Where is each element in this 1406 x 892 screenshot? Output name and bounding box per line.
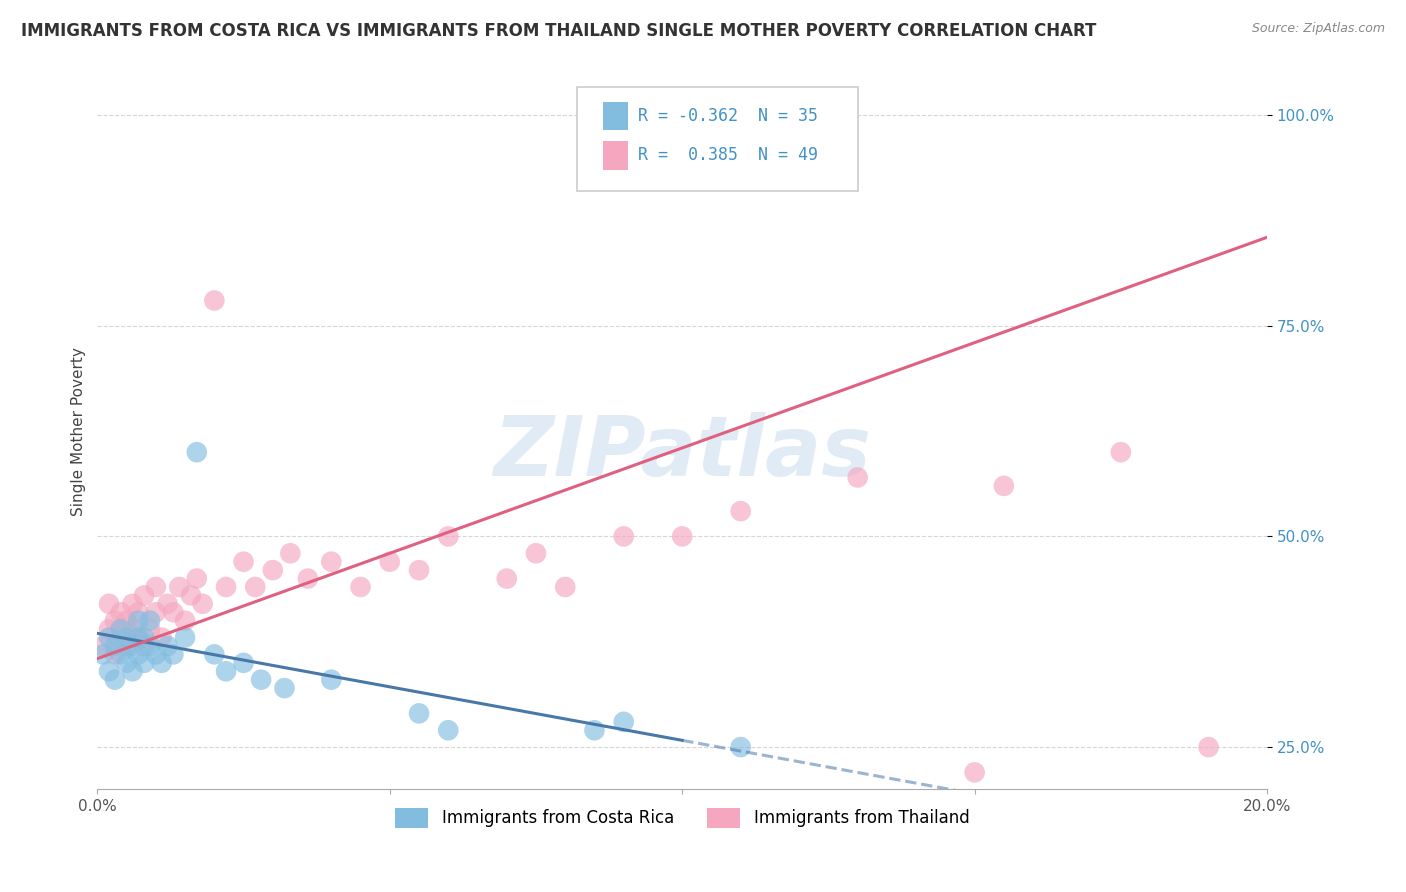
Text: R =  0.385  N = 49: R = 0.385 N = 49 (638, 146, 818, 164)
Point (121, 639, 143, 653)
Point (139, 639, 162, 653)
Point (321, 555, 343, 569)
Point (846, 470, 869, 484)
Point (963, 765, 986, 780)
FancyBboxPatch shape (603, 141, 628, 169)
Point (134, 631, 156, 645)
Point (349, 580, 371, 594)
Point (180, 589, 202, 603)
FancyBboxPatch shape (576, 87, 858, 191)
Point (174, 631, 197, 645)
Point (115, 631, 138, 645)
Point (1109, 445, 1132, 459)
Point (134, 589, 156, 603)
Point (91, 648, 114, 662)
Text: ZIPatlas: ZIPatlas (494, 412, 872, 493)
Point (104, 614, 127, 628)
Point (437, 723, 460, 738)
Point (104, 673, 127, 687)
Point (156, 639, 179, 653)
Point (121, 597, 143, 611)
Point (437, 529, 460, 543)
Point (993, 479, 1015, 493)
Point (297, 572, 319, 586)
Point (167, 580, 190, 594)
Point (121, 665, 143, 679)
Point (134, 639, 156, 653)
Y-axis label: Single Mother Poverty: Single Mother Poverty (72, 347, 86, 516)
Point (110, 648, 132, 662)
Point (156, 597, 179, 611)
Point (127, 631, 149, 645)
Point (104, 648, 127, 662)
Point (115, 639, 138, 653)
Point (232, 555, 254, 569)
Point (150, 656, 173, 670)
Point (1198, 740, 1220, 755)
Point (145, 648, 167, 662)
Point (145, 580, 167, 594)
Point (613, 714, 636, 729)
Point (613, 529, 636, 543)
Point (121, 622, 143, 636)
Point (162, 648, 184, 662)
Point (98, 665, 121, 679)
Point (127, 631, 149, 645)
Point (98, 622, 121, 636)
Point (127, 605, 149, 619)
Point (202, 293, 225, 308)
Point (273, 681, 295, 695)
Legend: Immigrants from Costa Rica, Immigrants from Thailand: Immigrants from Costa Rica, Immigrants f… (388, 801, 976, 835)
Point (145, 605, 167, 619)
Point (115, 656, 138, 670)
Point (730, 740, 752, 755)
Point (186, 572, 208, 586)
Point (671, 529, 693, 543)
Point (495, 572, 517, 586)
Point (110, 622, 132, 636)
Point (554, 580, 576, 594)
Point (127, 648, 149, 662)
Point (250, 673, 273, 687)
Point (215, 665, 238, 679)
Point (98, 597, 121, 611)
Point (378, 555, 401, 569)
Point (139, 622, 162, 636)
Point (110, 605, 132, 619)
Point (232, 656, 254, 670)
Point (730, 504, 752, 518)
Point (262, 563, 284, 577)
Point (104, 639, 127, 653)
Point (91, 639, 114, 653)
Point (408, 563, 430, 577)
Point (202, 648, 225, 662)
Point (139, 614, 162, 628)
FancyBboxPatch shape (603, 102, 628, 130)
Point (186, 445, 208, 459)
Point (162, 605, 184, 619)
Point (110, 631, 132, 645)
Point (408, 706, 430, 721)
Point (191, 597, 214, 611)
Point (134, 656, 156, 670)
Text: IMMIGRANTS FROM COSTA RICA VS IMMIGRANTS FROM THAILAND SINGLE MOTHER POVERTY COR: IMMIGRANTS FROM COSTA RICA VS IMMIGRANTS… (21, 22, 1097, 40)
Point (280, 546, 302, 560)
Point (524, 546, 547, 560)
Point (583, 723, 606, 738)
Point (98, 631, 121, 645)
Point (115, 614, 138, 628)
Point (127, 614, 149, 628)
Point (215, 580, 238, 594)
Point (150, 631, 173, 645)
Point (245, 580, 267, 594)
Point (321, 673, 343, 687)
Point (174, 614, 197, 628)
Text: Source: ZipAtlas.com: Source: ZipAtlas.com (1251, 22, 1385, 36)
Text: R = -0.362  N = 35: R = -0.362 N = 35 (638, 107, 818, 125)
